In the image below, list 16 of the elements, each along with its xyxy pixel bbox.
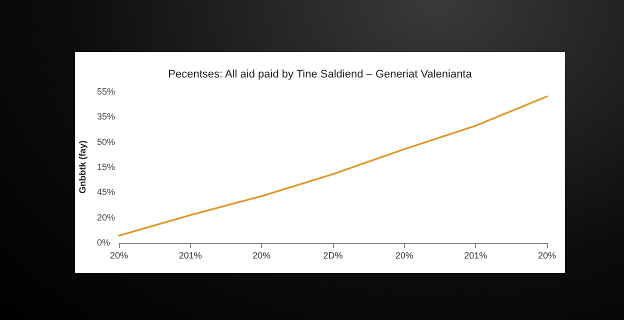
- x-tick-label: 2D%: [323, 250, 343, 260]
- text: 50%: [97, 136, 116, 147]
- x-tick-label: 20%: [395, 250, 414, 260]
- chart-title: Pecentses: All aid paid by Tine Saldiend – Generiat Valenianta: [168, 68, 473, 80]
- text: 20%: [97, 212, 116, 222]
- text: 55%: [97, 86, 116, 96]
- text: 35%: [97, 112, 116, 122]
- x-tick-label: 20%: [538, 250, 556, 260]
- x-tick-label: 20%: [252, 250, 271, 260]
- y-axis-title: Gnbbtk (fay): [78, 140, 88, 194]
- x-tick-label: 201%: [464, 250, 488, 260]
- x-tick-label: 201%: [178, 250, 202, 260]
- text: 15%: [97, 162, 116, 172]
- text: 0%: [97, 238, 110, 248]
- x-tick-label: 20%: [110, 250, 128, 260]
- text: 45%: [97, 187, 116, 198]
